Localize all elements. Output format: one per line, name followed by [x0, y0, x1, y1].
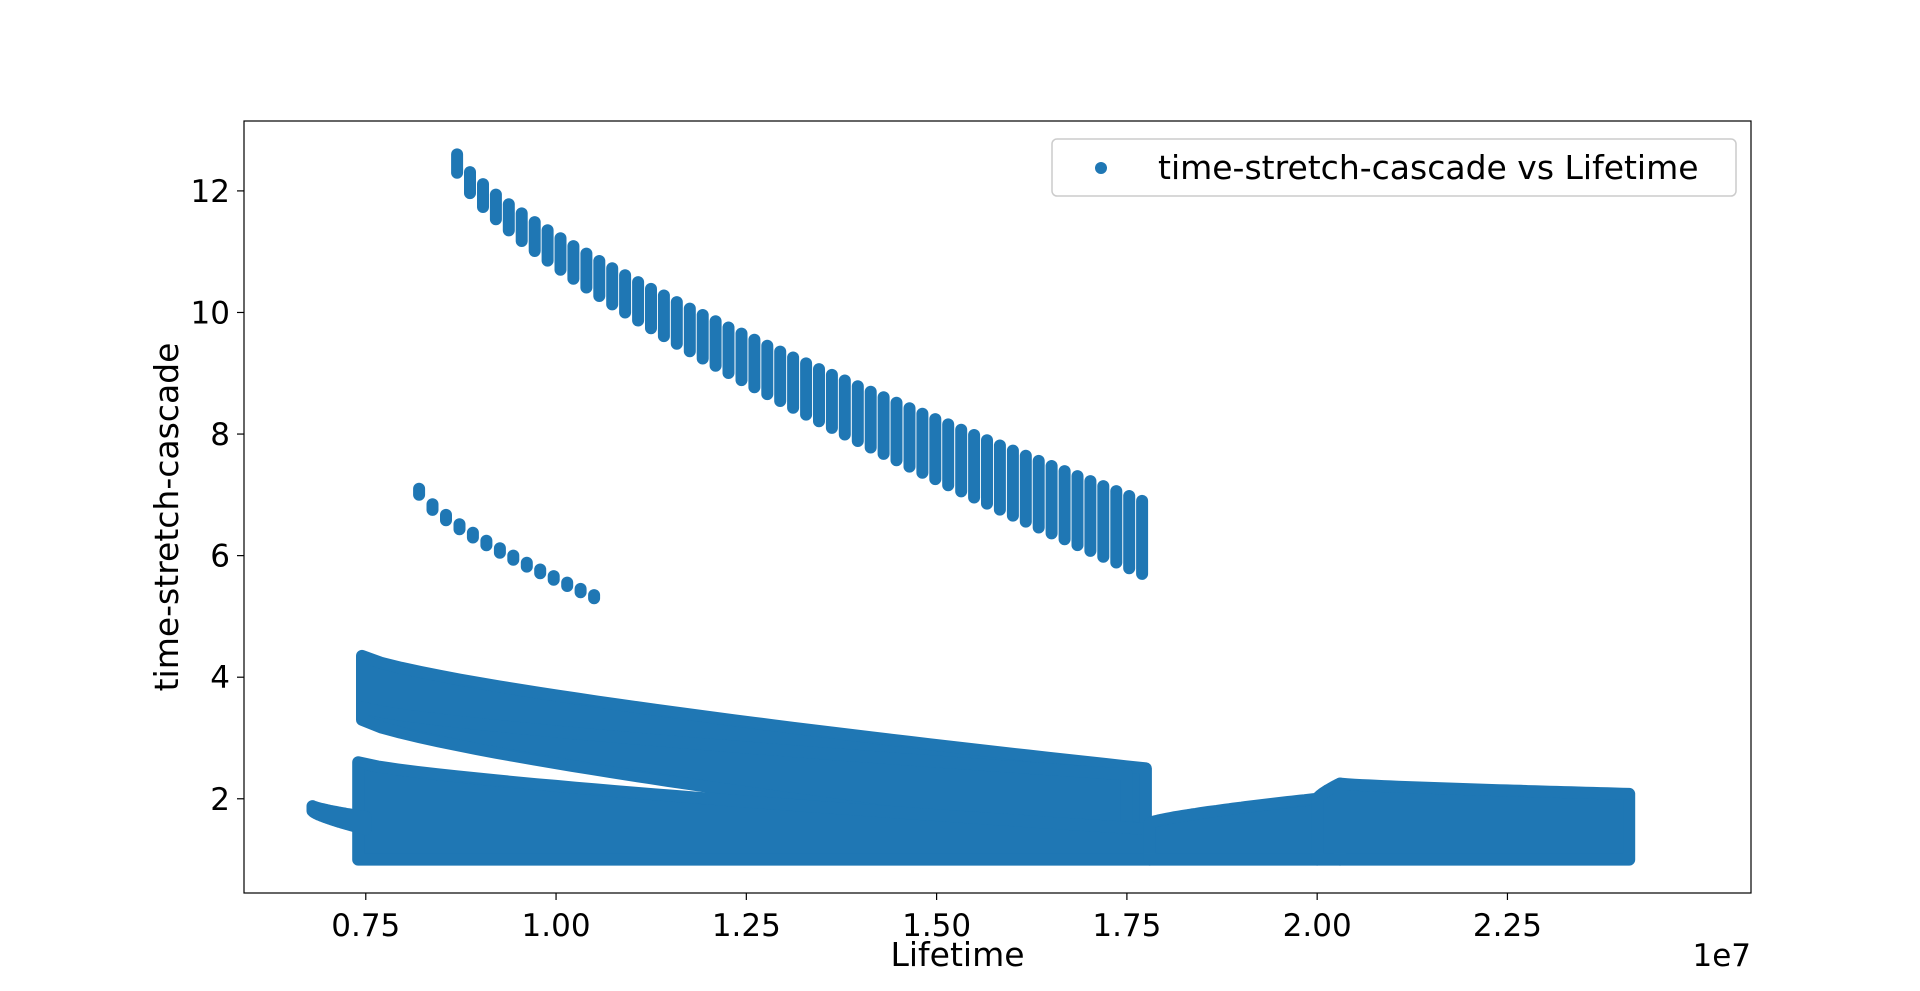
y-axis-ticks: 2 4 6 8 10 12 — [191, 174, 244, 818]
scatter-points — [306, 148, 1636, 866]
y-tick-label: 6 — [210, 539, 230, 575]
x-axis-label: Lifetime — [890, 935, 1024, 974]
x-tick-label: 2.25 — [1473, 908, 1542, 944]
legend-box — [1051, 138, 1737, 197]
x-axis-ticks: 0.75 1.00 1.25 1.50 1.75 2.00 2.25 — [331, 893, 1542, 944]
legend-marker — [1095, 162, 1107, 174]
scatter-band — [1334, 777, 1636, 866]
y-tick-label: 10 — [191, 295, 230, 331]
x-tick-label: 1.50 — [902, 908, 971, 944]
y-tick-label: 12 — [191, 174, 230, 210]
x-axis-offset-label: 1e7 — [1692, 938, 1751, 974]
x-tick-label: 2.00 — [1283, 908, 1352, 944]
legend: time-stretch-cascade vs Lifetime — [1051, 138, 1737, 197]
scatter-band — [306, 800, 372, 836]
y-tick-label: 2 — [210, 782, 230, 818]
y-tick-label: 4 — [210, 660, 230, 696]
plot-frame — [243, 120, 1752, 894]
legend-entry: time-stretch-cascade vs Lifetime — [1158, 148, 1699, 187]
x-tick-label: 1.75 — [1092, 908, 1161, 944]
x-tick-label: 1.00 — [522, 908, 591, 944]
x-tick-label: 1.25 — [712, 908, 781, 944]
x-tick-label: 0.75 — [331, 908, 400, 944]
y-tick-label: 8 — [210, 417, 230, 453]
y-axis-label: time-stretch-cascade — [147, 343, 186, 692]
scatter-band — [1143, 792, 1324, 866]
